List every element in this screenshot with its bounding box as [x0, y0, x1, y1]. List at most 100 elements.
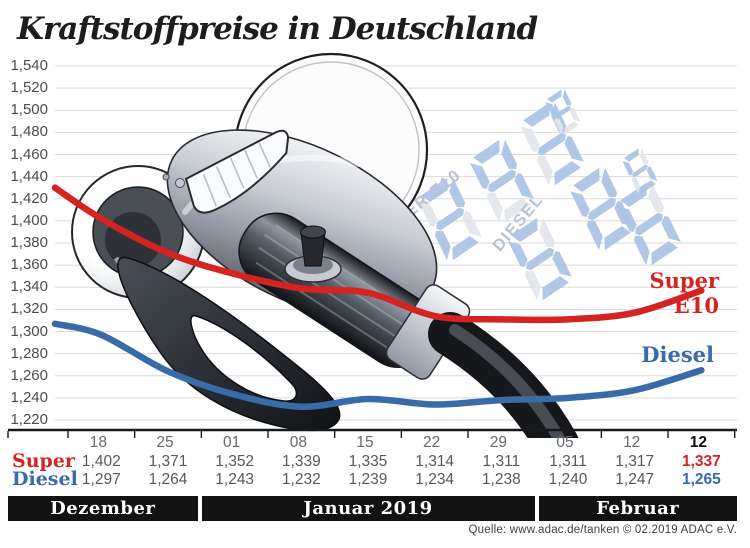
series-label-diesel: Diesel	[641, 342, 714, 367]
segment-F	[470, 163, 490, 190]
segment-B	[551, 102, 568, 133]
table-cell: 1,264	[148, 471, 188, 488]
y-tick-label: 1,220	[10, 411, 48, 428]
segment-F	[545, 102, 557, 117]
segment-D	[604, 226, 631, 251]
segment-C	[462, 210, 482, 237]
seven-segment-digit	[545, 89, 581, 135]
y-tick-label: 1,360	[10, 256, 48, 274]
segment-D	[542, 276, 569, 301]
segment-A	[523, 102, 550, 127]
segment-G	[588, 197, 616, 221]
segment-A	[421, 177, 448, 202]
handle-and-trigger-guard	[117, 256, 341, 432]
table-row-label-diesel: Diesel	[12, 468, 78, 490]
segment-F	[520, 126, 540, 153]
table-cell: 1,243	[215, 471, 255, 488]
table-cell: 05	[556, 434, 574, 451]
segment-E	[486, 192, 503, 223]
segment-A	[573, 167, 600, 192]
x-axis	[7, 428, 737, 438]
y-tick-label: 1,440	[10, 167, 48, 185]
segment-G	[488, 169, 516, 193]
month-band-dezember: Dezember	[8, 496, 198, 521]
screw-large	[175, 178, 185, 188]
y-tick-label: 1,240	[10, 388, 48, 406]
line-diesel	[51, 320, 705, 410]
y-tick-label: 1,480	[10, 123, 48, 141]
table-cell: 1,232	[281, 471, 321, 488]
segment-D	[554, 161, 581, 186]
segment-B	[562, 89, 572, 106]
segment-A	[511, 217, 538, 242]
table-cell: 1,337	[681, 453, 721, 470]
segment-D	[651, 241, 678, 266]
segment-A	[547, 89, 562, 103]
month-band-januar-2019: Januar 2019	[201, 496, 535, 521]
table-cell: 1,311	[482, 453, 521, 470]
seven-segment-digit	[520, 102, 584, 186]
table-cell: 1,239	[348, 471, 388, 488]
segment-E	[524, 270, 541, 301]
table-cell: 15	[356, 434, 374, 451]
table-cell: 1,234	[415, 471, 455, 488]
table-cell: 22	[423, 434, 441, 451]
segment-E	[554, 118, 564, 135]
table-cell: 12	[689, 434, 707, 451]
segment-D	[564, 121, 579, 135]
segment-B	[648, 182, 665, 213]
y-tick-label: 1,380	[10, 234, 48, 251]
table-cell: 1,352	[215, 453, 255, 470]
segment-B	[539, 217, 556, 248]
segment-B	[639, 148, 649, 165]
data-lines	[51, 184, 705, 410]
fuel-nozzle-illustration	[71, 52, 579, 438]
month-band-februar: Februar	[538, 496, 737, 521]
segment-C	[646, 166, 658, 181]
seven-segment-digit	[418, 177, 482, 261]
table-cell: 1,238	[481, 471, 521, 488]
y-tick-label: 1,400	[10, 211, 48, 229]
spout-tail-highlight	[449, 324, 566, 438]
segment-C	[569, 107, 581, 122]
segment-D	[452, 236, 479, 261]
table-cell: 01	[223, 434, 241, 451]
segment-G	[632, 164, 648, 178]
segment-F	[617, 206, 637, 233]
segment-G	[555, 105, 571, 119]
segment-G	[526, 247, 554, 271]
table-cell: 1,240	[548, 471, 588, 488]
vent-knob	[284, 225, 342, 283]
segment-F	[570, 191, 590, 218]
table-row-label-super: Super	[12, 450, 75, 472]
y-tick-label: 1,460	[10, 145, 48, 163]
segment-F	[418, 201, 438, 228]
table-cell: 1,314	[415, 453, 455, 470]
segment-E	[536, 155, 553, 186]
seven-segment-digit	[622, 148, 658, 194]
table-cell: 08	[289, 434, 307, 451]
screw-small	[162, 173, 170, 181]
segment-G	[436, 207, 464, 231]
y-tick-label: 1,320	[10, 300, 48, 318]
table-cell: 25	[156, 434, 174, 451]
segment-A	[473, 139, 500, 164]
segment-B	[601, 167, 618, 198]
y-tick-label: 1,540	[10, 57, 48, 74]
segment-D	[641, 180, 656, 194]
seven-segment-digit	[470, 139, 534, 223]
segment-C	[661, 215, 681, 242]
line-super	[51, 184, 705, 324]
source-credit: Quelle: www.adac.de/tanken © 02.2019 ADA…	[468, 524, 737, 536]
segment-A	[624, 148, 639, 162]
table-cell: 1,339	[281, 453, 321, 470]
y-tick-label: 1,340	[10, 278, 48, 296]
table-cell: 1,317	[615, 453, 655, 470]
page-title: Kraftstoffpreise in Deutschland	[17, 11, 538, 47]
y-tick-label: 1,300	[10, 322, 48, 340]
table-cell: 29	[489, 434, 507, 451]
table-cell: 1,402	[81, 453, 121, 470]
segment-C	[564, 135, 584, 162]
table-cell: 1,335	[348, 453, 388, 470]
